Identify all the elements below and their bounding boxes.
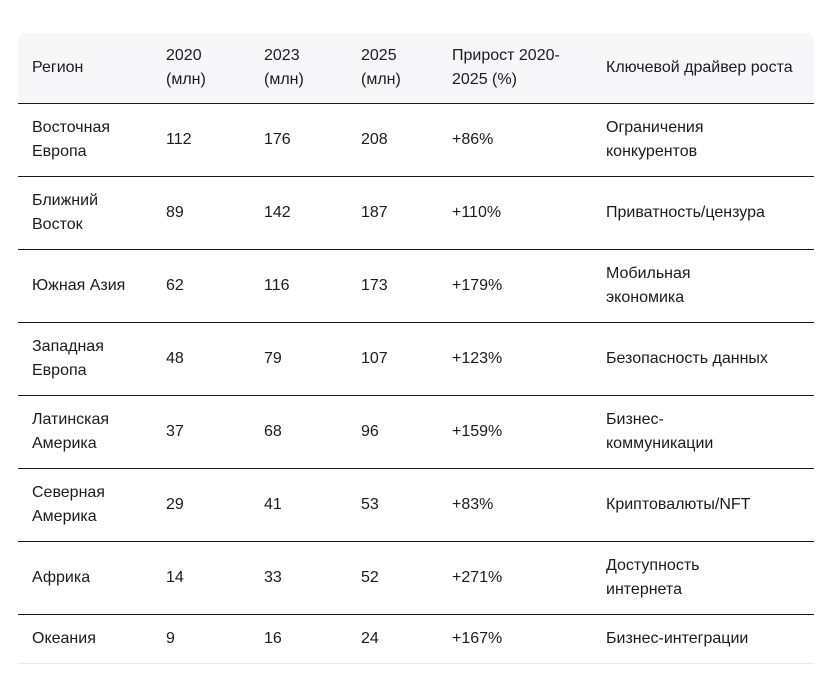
regions-growth-table-container: Регион 2020 (млн) 2023 (млн) 2025 (млн) … bbox=[18, 33, 814, 664]
cell-2023: 142 bbox=[264, 177, 361, 250]
cell-2023: 79 bbox=[264, 323, 361, 396]
cell-driver: Безопасность данных bbox=[606, 323, 814, 396]
table-header: Регион 2020 (млн) 2023 (млн) 2025 (млн) … bbox=[18, 33, 814, 104]
cell-growth: +179% bbox=[452, 250, 606, 323]
cell-region: Восточная Европа bbox=[18, 104, 166, 177]
table-row: Латинская Америка 37 68 96 +159% Бизнес-… bbox=[18, 396, 814, 469]
cell-driver: Доступность интернета bbox=[606, 542, 814, 615]
column-header-2023: 2023 (млн) bbox=[264, 33, 361, 104]
cell-2020: 37 bbox=[166, 396, 264, 469]
cell-growth: +110% bbox=[452, 177, 606, 250]
cell-2023: 116 bbox=[264, 250, 361, 323]
cell-2020: 112 bbox=[166, 104, 264, 177]
column-header-2020: 2020 (млн) bbox=[166, 33, 264, 104]
cell-2025: 52 bbox=[361, 542, 452, 615]
cell-growth: +83% bbox=[452, 469, 606, 542]
header-row: Регион 2020 (млн) 2023 (млн) 2025 (млн) … bbox=[18, 33, 814, 104]
cell-2025: 208 bbox=[361, 104, 452, 177]
cell-region: Южная Азия bbox=[18, 250, 166, 323]
regions-growth-table: Регион 2020 (млн) 2023 (млн) 2025 (млн) … bbox=[18, 33, 814, 664]
cell-region: Латинская Америка bbox=[18, 396, 166, 469]
table-row: Океания 9 16 24 +167% Бизнес-интеграции bbox=[18, 615, 814, 664]
cell-2020: 48 bbox=[166, 323, 264, 396]
table-body: Восточная Европа 112 176 208 +86% Ограни… bbox=[18, 104, 814, 664]
cell-2020: 9 bbox=[166, 615, 264, 664]
table-row: Южная Азия 62 116 173 +179% Мобильная эк… bbox=[18, 250, 814, 323]
cell-region: Западная Европа bbox=[18, 323, 166, 396]
cell-2020: 62 bbox=[166, 250, 264, 323]
cell-2023: 33 bbox=[264, 542, 361, 615]
cell-2025: 173 bbox=[361, 250, 452, 323]
cell-driver: Бизнес-интеграции bbox=[606, 615, 814, 664]
cell-2023: 16 bbox=[264, 615, 361, 664]
table-row: Северная Америка 29 41 53 +83% Криптовал… bbox=[18, 469, 814, 542]
column-header-2025: 2025 (млн) bbox=[361, 33, 452, 104]
column-header-growth: Прирост 2020-2025 (%) bbox=[452, 33, 606, 104]
cell-growth: +159% bbox=[452, 396, 606, 469]
cell-2023: 41 bbox=[264, 469, 361, 542]
cell-2023: 176 bbox=[264, 104, 361, 177]
cell-2025: 107 bbox=[361, 323, 452, 396]
cell-driver: Ограничения конкурентов bbox=[606, 104, 814, 177]
table-row: Восточная Европа 112 176 208 +86% Ограни… bbox=[18, 104, 814, 177]
cell-driver: Мобильная экономика bbox=[606, 250, 814, 323]
table-row: Западная Европа 48 79 107 +123% Безопасн… bbox=[18, 323, 814, 396]
cell-region: Африка bbox=[18, 542, 166, 615]
table-row: Африка 14 33 52 +271% Доступность интерн… bbox=[18, 542, 814, 615]
cell-region: Океания bbox=[18, 615, 166, 664]
cell-growth: +271% bbox=[452, 542, 606, 615]
cell-2025: 96 bbox=[361, 396, 452, 469]
cell-2025: 24 bbox=[361, 615, 452, 664]
cell-2020: 89 bbox=[166, 177, 264, 250]
table-row: Ближний Восток 89 142 187 +110% Приватно… bbox=[18, 177, 814, 250]
cell-growth: +123% bbox=[452, 323, 606, 396]
cell-2025: 53 bbox=[361, 469, 452, 542]
cell-driver: Приватность/цензура bbox=[606, 177, 814, 250]
cell-2020: 29 bbox=[166, 469, 264, 542]
cell-region: Ближний Восток bbox=[18, 177, 166, 250]
cell-2020: 14 bbox=[166, 542, 264, 615]
cell-region: Северная Америка bbox=[18, 469, 166, 542]
column-header-driver: Ключевой драйвер роста bbox=[606, 33, 814, 104]
cell-2025: 187 bbox=[361, 177, 452, 250]
column-header-region: Регион bbox=[18, 33, 166, 104]
cell-growth: +167% bbox=[452, 615, 606, 664]
cell-growth: +86% bbox=[452, 104, 606, 177]
cell-2023: 68 bbox=[264, 396, 361, 469]
cell-driver: Бизнес- коммуникации bbox=[606, 396, 814, 469]
cell-driver: Криптовалюты/NFT bbox=[606, 469, 814, 542]
